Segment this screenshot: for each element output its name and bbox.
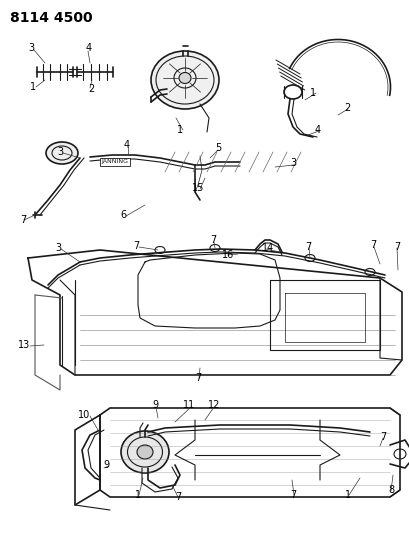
Text: 3: 3: [28, 43, 34, 53]
Ellipse shape: [151, 51, 218, 109]
Text: 11: 11: [182, 400, 195, 410]
Text: 14: 14: [261, 243, 274, 253]
Text: JANNING: JANNING: [101, 159, 128, 165]
Text: 7: 7: [133, 241, 139, 251]
Text: 15: 15: [191, 183, 204, 193]
Text: 9: 9: [152, 400, 158, 410]
Text: 2: 2: [343, 103, 349, 113]
Text: 7: 7: [379, 432, 385, 442]
Text: 7: 7: [393, 242, 399, 252]
Text: 3: 3: [55, 243, 61, 253]
Text: 3: 3: [289, 158, 295, 168]
Ellipse shape: [46, 142, 78, 164]
Text: 7: 7: [195, 373, 201, 383]
Text: 2: 2: [88, 84, 94, 94]
Text: 7: 7: [289, 490, 296, 500]
Text: 7: 7: [20, 215, 26, 225]
Text: 8: 8: [387, 485, 393, 495]
Text: 3: 3: [57, 147, 63, 157]
Text: 8114 4500: 8114 4500: [10, 11, 92, 25]
Text: 5: 5: [214, 143, 221, 153]
Text: 1: 1: [135, 490, 141, 500]
Text: 4: 4: [124, 140, 130, 150]
Text: 6: 6: [120, 210, 126, 220]
Text: 7: 7: [209, 235, 216, 245]
Text: 1: 1: [344, 490, 350, 500]
Text: 4: 4: [314, 125, 320, 135]
Text: 7: 7: [304, 242, 310, 252]
Text: 1: 1: [30, 82, 36, 92]
Ellipse shape: [137, 445, 153, 459]
Text: 12: 12: [207, 400, 220, 410]
Ellipse shape: [179, 72, 191, 84]
Ellipse shape: [121, 431, 169, 473]
Text: 10: 10: [78, 410, 90, 420]
Text: 13: 13: [18, 340, 30, 350]
Text: 1: 1: [309, 88, 315, 98]
Text: 7: 7: [369, 240, 375, 250]
Text: 9: 9: [103, 460, 109, 470]
Text: 7: 7: [175, 492, 181, 502]
Text: 16: 16: [221, 250, 234, 260]
Text: 1: 1: [177, 125, 183, 135]
Text: 4: 4: [86, 43, 92, 53]
